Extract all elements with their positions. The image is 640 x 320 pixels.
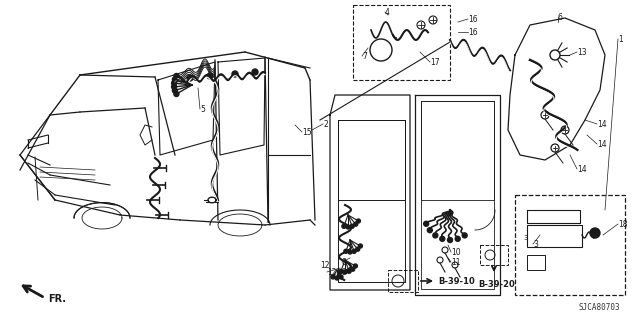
Text: FR.: FR.	[48, 294, 66, 304]
Text: 6: 6	[558, 13, 563, 22]
Text: 15: 15	[302, 128, 312, 137]
Text: 4: 4	[385, 8, 390, 17]
Circle shape	[353, 264, 357, 268]
Circle shape	[350, 224, 354, 228]
Text: 12: 12	[321, 261, 330, 270]
Text: 14: 14	[597, 120, 607, 129]
Text: B-39-10: B-39-10	[438, 277, 475, 286]
Text: 1: 1	[618, 35, 623, 44]
Circle shape	[172, 88, 177, 93]
Circle shape	[447, 237, 452, 243]
Bar	[353, 5, 450, 80]
Circle shape	[172, 81, 177, 86]
Text: 7: 7	[362, 52, 367, 61]
Circle shape	[590, 228, 600, 238]
Circle shape	[346, 225, 350, 229]
Circle shape	[339, 275, 343, 279]
Circle shape	[172, 77, 177, 82]
Bar	[515, 195, 625, 295]
Circle shape	[174, 92, 179, 97]
Circle shape	[343, 270, 347, 274]
Circle shape	[207, 73, 213, 79]
Bar	[527, 255, 545, 270]
Text: 8: 8	[342, 258, 347, 267]
Circle shape	[351, 267, 355, 271]
Text: 11: 11	[451, 258, 461, 267]
Circle shape	[358, 244, 362, 248]
Circle shape	[356, 219, 360, 223]
Text: 17: 17	[430, 58, 440, 67]
Text: B-39-20: B-39-20	[478, 280, 515, 289]
Circle shape	[455, 236, 460, 241]
Circle shape	[347, 269, 351, 273]
Text: 5: 5	[200, 105, 205, 114]
Bar	[388, 270, 418, 292]
Circle shape	[331, 275, 335, 279]
Text: 12: 12	[327, 268, 337, 277]
Text: 2: 2	[323, 120, 328, 129]
Bar	[527, 225, 582, 247]
Circle shape	[424, 221, 429, 226]
Circle shape	[356, 247, 360, 251]
Text: 3: 3	[533, 240, 538, 249]
Circle shape	[352, 249, 356, 253]
Circle shape	[342, 224, 346, 228]
Circle shape	[440, 236, 445, 241]
Circle shape	[252, 69, 258, 75]
Circle shape	[428, 228, 433, 233]
Circle shape	[172, 84, 177, 89]
Circle shape	[232, 71, 238, 77]
Circle shape	[354, 222, 358, 226]
Circle shape	[335, 276, 339, 280]
Circle shape	[462, 233, 467, 238]
Text: 9: 9	[342, 268, 347, 277]
Text: 14: 14	[577, 165, 587, 174]
Circle shape	[433, 233, 438, 238]
Text: 16: 16	[468, 28, 477, 37]
Circle shape	[348, 250, 352, 254]
Circle shape	[187, 75, 193, 81]
Text: 10: 10	[451, 248, 461, 257]
Circle shape	[339, 269, 343, 273]
Text: 3: 3	[523, 235, 527, 241]
Text: 13: 13	[577, 48, 587, 57]
Text: SJCA80703: SJCA80703	[579, 303, 620, 312]
Text: 16: 16	[468, 15, 477, 24]
Bar	[480, 245, 508, 265]
Text: 18: 18	[618, 220, 627, 229]
Text: 14: 14	[597, 140, 607, 149]
Circle shape	[174, 74, 179, 78]
Circle shape	[344, 249, 348, 253]
